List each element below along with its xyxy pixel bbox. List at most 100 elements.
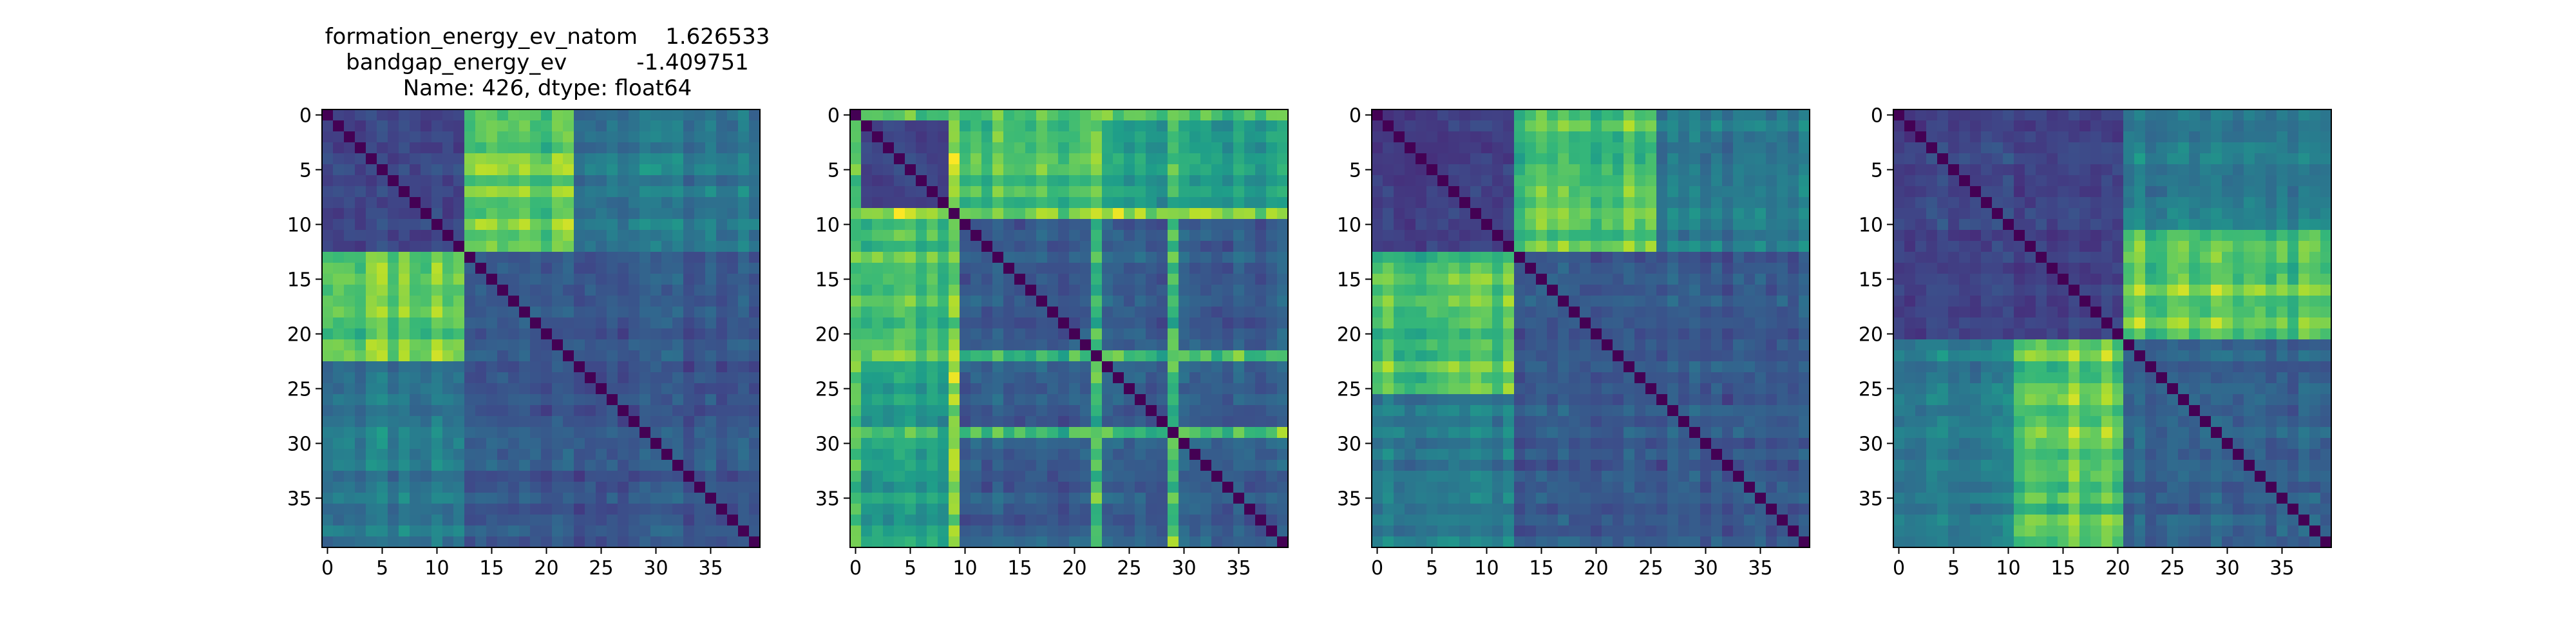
heatmap-cell [1766,142,1777,154]
heatmap-cell [1394,274,1405,285]
heatmap-cell [1547,307,1558,318]
heatmap-cell [1200,296,1212,307]
heatmap-cell [1416,394,1427,406]
heatmap-cell [1733,285,1745,296]
heatmap-cell [1277,493,1289,504]
heatmap-cell [1481,394,1493,406]
heatmap-cell [1135,515,1146,526]
heatmap-cell [1514,274,1526,285]
heatmap-cell [883,515,895,526]
heatmap-cell [1689,241,1701,252]
heatmap-cell [1678,109,1690,121]
heatmap-cell [1525,307,1537,318]
x-tick-label: 5 [1426,557,1438,580]
heatmap-cell [1799,153,1810,165]
heatmap-cell [727,449,739,460]
heatmap-cell [683,153,695,165]
heatmap-cell [650,372,662,384]
heatmap-cell [1788,427,1799,439]
heatmap-cell [1711,471,1723,482]
heatmap-cell [1014,317,1026,329]
heatmap-cell [541,164,553,176]
heatmap-cell [1091,263,1103,274]
heatmap-cell [1069,208,1081,220]
heatmap-cell [464,383,476,395]
heatmap-cell [1624,175,1635,187]
heatmap-cell [1135,317,1146,329]
heatmap-cell [1722,449,1734,460]
heatmap-cell [1025,515,1037,526]
heatmap-cell [738,153,750,165]
heatmap-cell [618,482,629,493]
heatmap-cell [1536,405,1548,417]
heatmap-cell [716,328,728,340]
heatmap-cell [1211,482,1223,493]
heatmap-cell [1580,142,1591,154]
heatmap-cell [960,153,971,165]
heatmap-cell [1459,109,1471,121]
heatmap-cell [1448,317,1460,329]
heatmap-cell [1222,120,1234,132]
heatmap-cell [1113,383,1124,395]
heatmap-cell [1448,197,1460,209]
heatmap-cell [399,186,410,198]
heatmap-cell [1189,328,1201,340]
heatmap-cell [486,460,498,471]
heatmap-cell [705,383,717,395]
heatmap-cell [749,197,761,209]
heatmap-cell [1080,536,1092,548]
heatmap-cell [883,274,895,285]
heatmap-cell [971,252,982,263]
heatmap-cell [1058,449,1070,460]
heatmap-cell [366,263,377,274]
heatmap-cell [1146,186,1157,198]
heatmap-cell [1459,482,1471,493]
heatmap-cell [694,493,706,504]
heatmap-cell [1799,339,1810,351]
heatmap-cell [1124,164,1135,176]
heatmap-cell [1058,504,1070,515]
heatmap-cell [738,460,750,471]
heatmap-cell [1179,285,1190,296]
heatmap-cell [344,120,355,132]
heatmap-cell [1624,350,1635,362]
heatmap-cell [1799,208,1810,220]
heatmap-cell [1580,175,1591,187]
heatmap-cell [1102,153,1113,165]
heatmap-cell [1383,536,1394,548]
heatmap-cell [1722,230,1734,242]
axes-frame [321,109,761,548]
heatmap-cell [1481,263,1493,274]
heatmap-cell [333,153,345,165]
heatmap-cell [661,416,673,428]
heatmap-cell [1437,536,1449,548]
heatmap-cell [486,263,498,274]
heatmap-cell [960,515,971,526]
heatmap-cell [705,416,717,428]
heatmap-cell [1755,241,1766,252]
heatmap-cell [464,449,476,460]
heatmap-cell [629,361,640,373]
heatmap-cell [749,164,761,176]
heatmap-cell [1503,482,1515,493]
heatmap-cell [464,504,476,515]
heatmap-cell [1211,361,1223,373]
heatmap-cell [883,120,895,132]
heatmap-cell [960,241,971,252]
heatmap-cell [1003,383,1015,395]
heatmap-cell [1372,427,1383,439]
heatmap-cell [1459,219,1471,231]
heatmap-cell [333,361,345,373]
heatmap-cell [905,536,916,548]
heatmap-cell [629,427,640,439]
heatmap-cell [1222,131,1234,143]
heatmap-cell [894,482,905,493]
heatmap-cell [1689,175,1701,187]
heatmap-cell [1036,317,1048,329]
heatmap-cell [1157,536,1168,548]
heatmap-cell [1266,317,1278,329]
heatmap-cell [1503,416,1515,428]
heatmap-cell [1514,482,1526,493]
heatmap-cell [1689,328,1701,340]
heatmap-cell [1157,285,1168,296]
